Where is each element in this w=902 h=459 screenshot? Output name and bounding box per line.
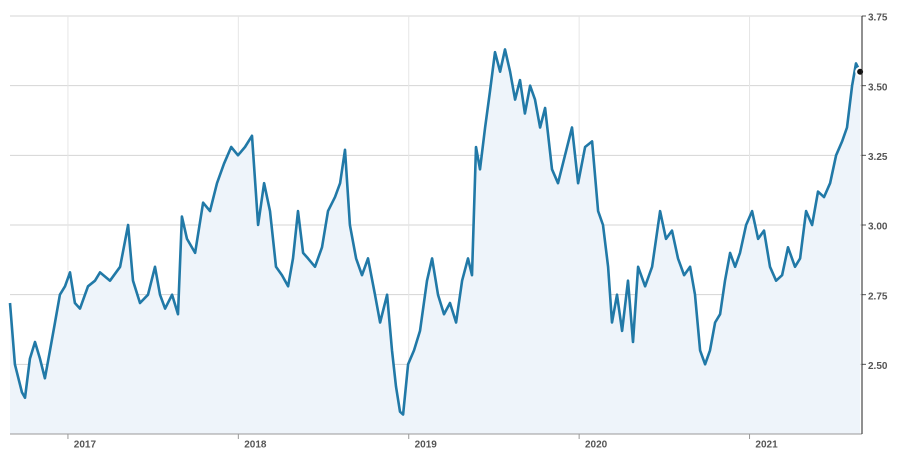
y-tick-label: 2.50 <box>868 361 888 372</box>
x-tick-label: 2020 <box>585 440 608 451</box>
y-tick-label: 3.25 <box>868 152 888 163</box>
area-fill <box>10 49 861 435</box>
y-tick-label: 3.50 <box>868 82 888 93</box>
y-tick-label: 3.00 <box>868 222 888 233</box>
x-tick-label: 2017 <box>74 440 97 451</box>
x-tick-label: 2018 <box>244 440 267 451</box>
x-tick-label: 2021 <box>755 440 778 451</box>
y-tick-label: 3.75 <box>868 13 888 24</box>
end-marker <box>855 66 866 77</box>
line <box>8 48 862 416</box>
y-tick-label: 2.75 <box>868 291 888 302</box>
x-tick-label: 2019 <box>415 440 438 451</box>
